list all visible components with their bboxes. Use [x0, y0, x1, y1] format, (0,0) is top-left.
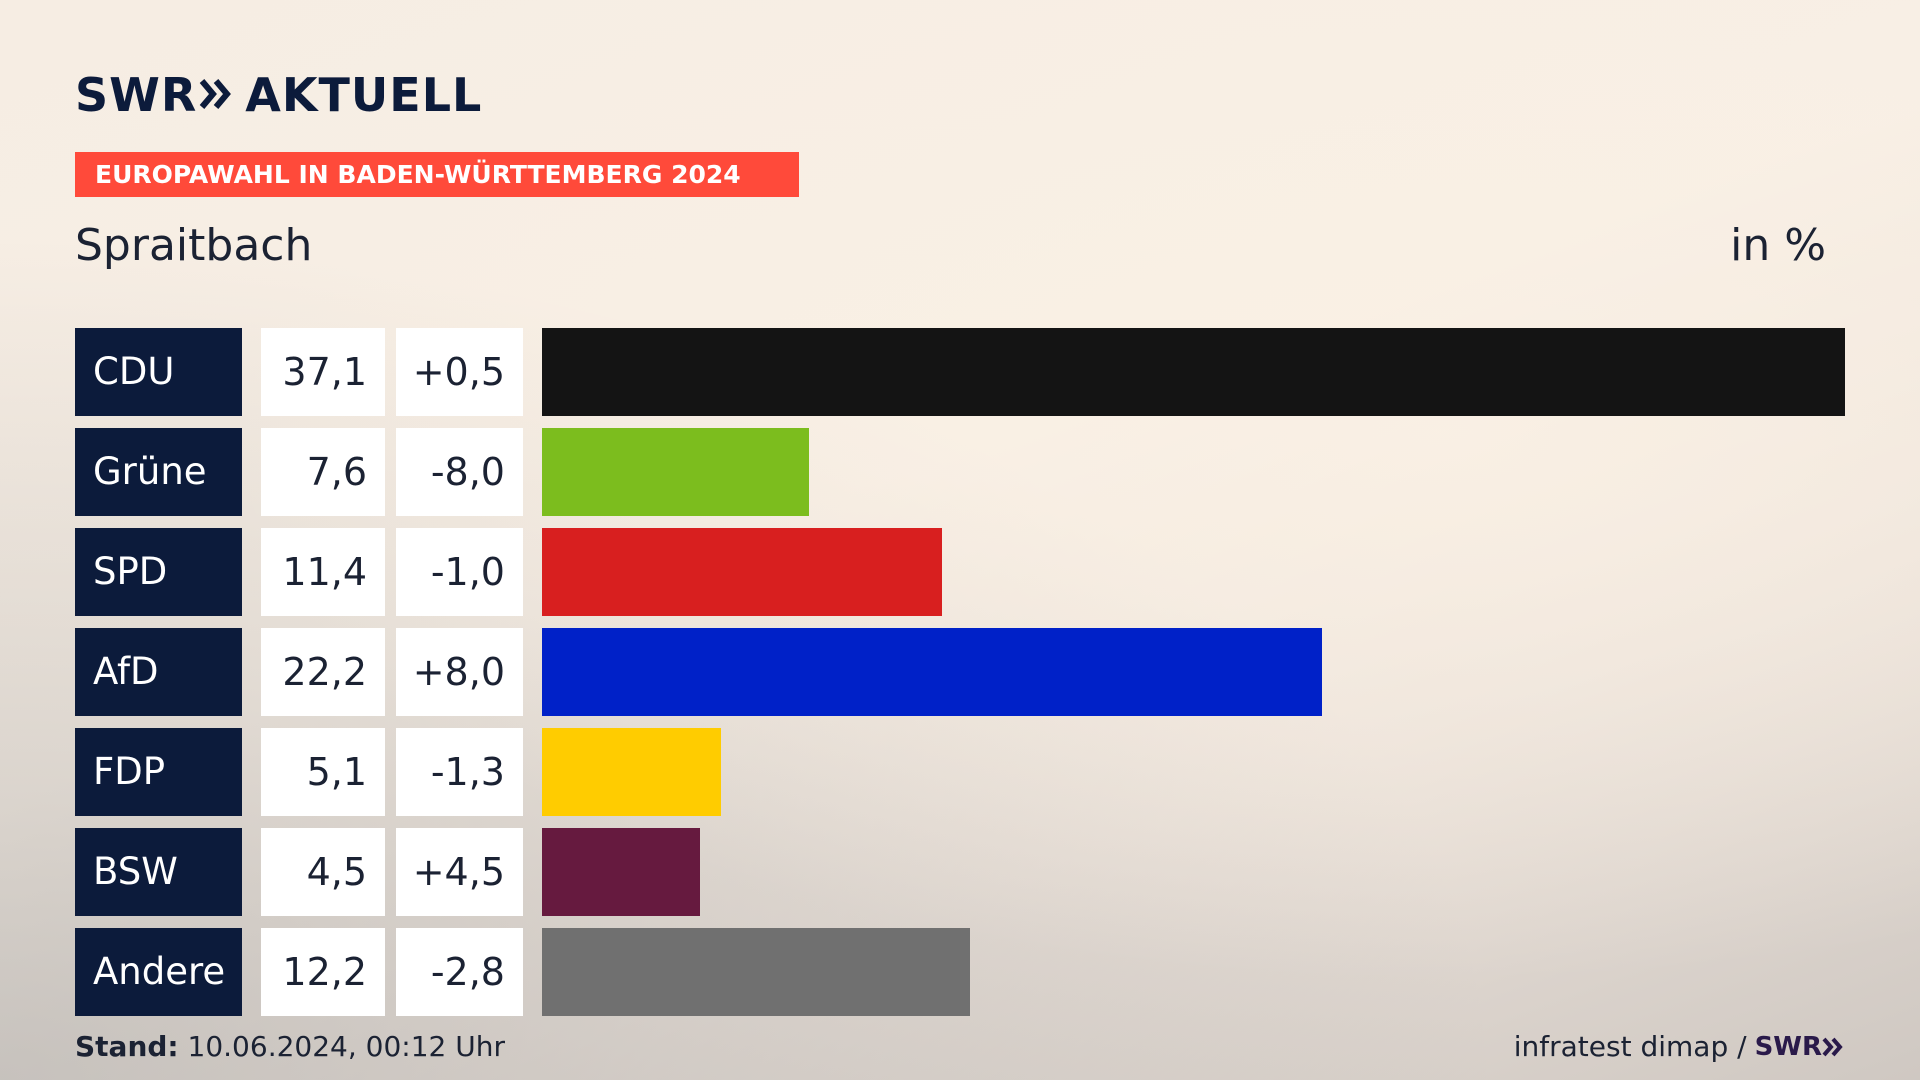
footer-source: infratest dimap / SWR	[1514, 1030, 1844, 1063]
swr-aktuell-logo: SWR AKTUELL	[75, 68, 482, 122]
stand-value: 10.06.2024, 00:12 Uhr	[187, 1030, 505, 1063]
bar	[542, 328, 1845, 416]
value-label: 4,5	[261, 828, 385, 916]
bar	[542, 828, 700, 916]
party-label: CDU	[75, 328, 242, 416]
change-label: +8,0	[396, 628, 523, 716]
change-label: -1,0	[396, 528, 523, 616]
change-label: -8,0	[396, 428, 523, 516]
party-label: AfD	[75, 628, 242, 716]
bar	[542, 728, 721, 816]
party-label: FDP	[75, 728, 242, 816]
bar	[542, 628, 1322, 716]
value-label: 5,1	[261, 728, 385, 816]
bar-row: AfD 22,2 +8,0	[75, 628, 1845, 716]
value-label: 11,4	[261, 528, 385, 616]
party-label: Grüne	[75, 428, 242, 516]
footer-stand: Stand: 10.06.2024, 00:12 Uhr	[75, 1030, 505, 1063]
bar-row: BSW 4,5 +4,5	[75, 828, 1845, 916]
value-label: 37,1	[261, 328, 385, 416]
source-text: infratest dimap /	[1513, 1030, 1747, 1063]
bar	[542, 428, 809, 516]
bar-row: FDP 5,1 -1,3	[75, 728, 1845, 816]
footer-logo-text: SWR	[1754, 1031, 1822, 1062]
party-label: SPD	[75, 528, 242, 616]
footer-chevron-icon	[1822, 1037, 1843, 1056]
value-label: 22,2	[261, 628, 385, 716]
change-label: -1,3	[396, 728, 523, 816]
bar-row: Andere 12,2 -2,8	[75, 928, 1845, 1016]
bar	[542, 528, 942, 616]
bar-row: SPD 11,4 -1,0	[75, 528, 1845, 616]
value-label: 7,6	[261, 428, 385, 516]
change-label: +0,5	[396, 328, 523, 416]
footer-swr-logo: SWR	[1755, 1032, 1844, 1062]
logo-aktuell: AKTUELL	[245, 68, 483, 122]
election-banner: EUROPAWAHL IN BADEN-WÜRTTEMBERG 2024	[75, 152, 799, 197]
change-label: +4,5	[396, 828, 523, 916]
bar-row: Grüne 7,6 -8,0	[75, 428, 1845, 516]
place-title: Spraitbach	[75, 220, 313, 271]
value-label: 12,2	[261, 928, 385, 1016]
stand-label: Stand:	[75, 1030, 179, 1063]
double-chevron-icon	[199, 68, 233, 122]
bar-row: CDU 37,1 +0,5	[75, 328, 1845, 416]
party-label: Andere	[75, 928, 242, 1016]
logo-swr: SWR	[75, 68, 198, 122]
bar	[542, 928, 970, 1016]
change-label: -2,8	[396, 928, 523, 1016]
party-label: BSW	[75, 828, 242, 916]
unit-label: in %	[1730, 220, 1826, 271]
